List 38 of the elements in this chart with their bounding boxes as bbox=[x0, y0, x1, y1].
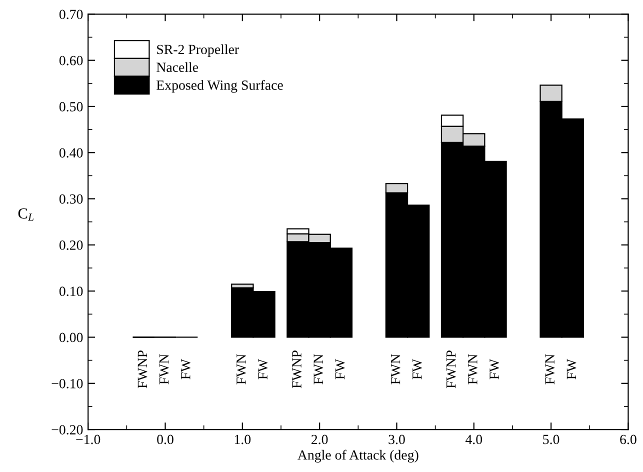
legend-label: Exposed Wing Surface bbox=[156, 80, 283, 93]
annotation: FWN bbox=[468, 354, 478, 384]
x-tick-label: −1.0 bbox=[76, 434, 100, 444]
annotation: FWN bbox=[390, 354, 400, 384]
x-tick-label: 2.0 bbox=[312, 434, 328, 444]
annotation: FWNP bbox=[138, 350, 148, 388]
annotation: FW bbox=[335, 358, 345, 380]
y-tick-label: 0.30 bbox=[59, 194, 83, 204]
annotation: FWNP bbox=[446, 350, 456, 388]
y-tick-label: −0.10 bbox=[52, 378, 83, 388]
y-tick-label: 0.70 bbox=[59, 10, 83, 20]
y-tick-label: 0.20 bbox=[59, 240, 83, 250]
x-tick-label: 0.0 bbox=[157, 434, 174, 444]
annotation: FWNP bbox=[292, 350, 302, 388]
x-tick-label: 5.0 bbox=[543, 434, 560, 444]
x-tick-label: 3.0 bbox=[388, 434, 405, 444]
y-tick-label: 0.60 bbox=[59, 56, 83, 66]
legend-label: Nacelle bbox=[156, 62, 198, 72]
x-tick-label: 4.0 bbox=[465, 434, 482, 444]
legend-label: SR-2 Propeller bbox=[157, 44, 239, 57]
annotation: FW bbox=[181, 358, 190, 380]
x-tick-label: 1.0 bbox=[234, 434, 251, 444]
y-axis-title: C$_{L}$ bbox=[18, 208, 34, 221]
annotation: FW bbox=[258, 358, 268, 380]
annotation: FWN bbox=[159, 354, 169, 384]
annotation: FWN bbox=[236, 354, 246, 384]
y-tick-label: −0.20 bbox=[52, 425, 83, 435]
annotation: FW bbox=[412, 358, 422, 380]
x-axis-title: Angle of Attack (deg) bbox=[298, 450, 418, 463]
annotation: FW bbox=[566, 358, 576, 380]
y-tick-label: 0.50 bbox=[59, 102, 83, 112]
y-tick-label: 0.10 bbox=[59, 286, 83, 296]
annotation: FWN bbox=[545, 354, 555, 384]
x-tick-label: 6.0 bbox=[620, 434, 636, 444]
annotation: FW bbox=[490, 358, 500, 380]
y-tick-label: 0.40 bbox=[59, 148, 83, 158]
y-tick-label: 0.00 bbox=[59, 332, 83, 342]
annotation: FWN bbox=[314, 354, 324, 384]
